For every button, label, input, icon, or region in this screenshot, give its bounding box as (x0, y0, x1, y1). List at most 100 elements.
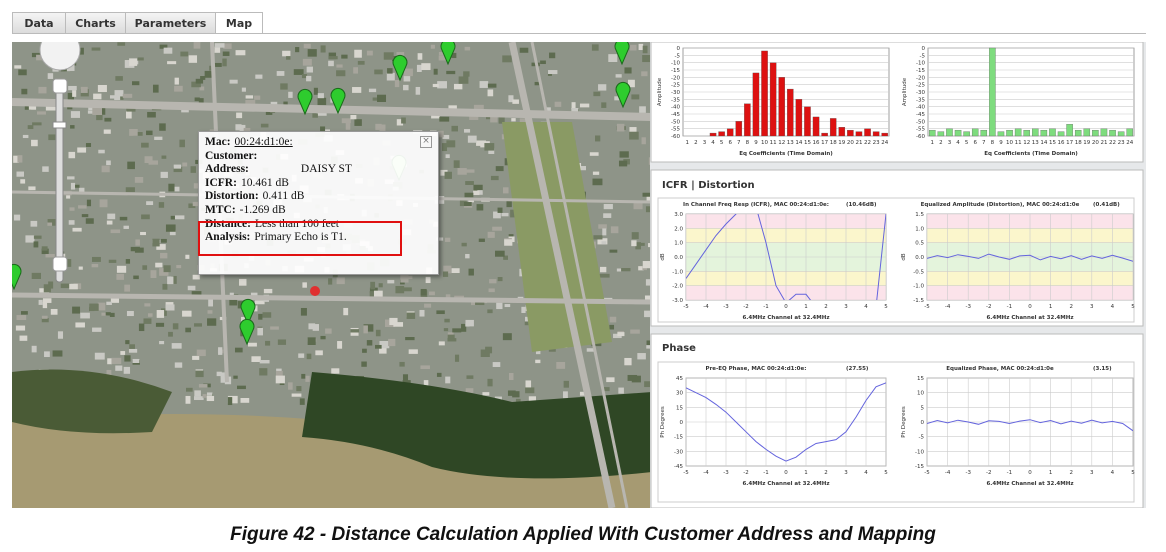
chart-panel: ICFR | DistortionPhase0-5-10-15-20-25-30… (650, 42, 1146, 508)
line (686, 214, 886, 300)
house (504, 239, 513, 246)
house (621, 268, 631, 272)
house (110, 296, 120, 303)
house (425, 276, 431, 284)
house (325, 328, 332, 334)
house (241, 87, 246, 92)
zoom-button[interactable] (52, 256, 68, 272)
y-tick-label: 2.0 (674, 226, 683, 232)
house (19, 335, 28, 341)
house (459, 199, 467, 207)
house (239, 278, 247, 286)
map-marker[interactable] (440, 42, 456, 66)
house (147, 111, 156, 118)
zoom-button[interactable] (52, 78, 68, 94)
house (593, 91, 601, 97)
y-tick-label: 15 (917, 376, 924, 382)
field-value[interactable]: 00:24:d1:0e: (234, 136, 293, 148)
map-marker[interactable] (330, 87, 346, 115)
house (488, 288, 495, 293)
chart-title: Pre-EQ Phase, MAC 00:24:d1:0e: (706, 366, 807, 372)
house (502, 187, 509, 194)
x-tick-label: 21 (855, 140, 862, 146)
map[interactable] (12, 42, 652, 508)
map-marker[interactable] (297, 88, 313, 116)
x-tick-label: -3 (965, 470, 971, 476)
bar (769, 62, 777, 137)
house (300, 307, 307, 316)
house (137, 57, 144, 61)
map-marker[interactable] (615, 81, 631, 109)
house (227, 395, 238, 404)
tab[interactable]: Data (12, 12, 66, 33)
house (320, 335, 326, 340)
house (403, 75, 411, 82)
x-tick-label: 3 (1090, 304, 1094, 310)
y-tick-label: 0 (922, 46, 926, 52)
bar (726, 128, 734, 137)
map-marker[interactable] (240, 298, 256, 326)
y-tick-label: -0.5 (913, 269, 924, 275)
house (190, 166, 196, 173)
house (306, 353, 312, 360)
field-value: Less than 100 feet (255, 217, 339, 230)
x-tick-label: 18 (1075, 140, 1082, 146)
house (165, 224, 176, 232)
house (291, 393, 302, 397)
house (276, 71, 285, 76)
house (275, 375, 285, 384)
house (235, 124, 242, 131)
tab[interactable]: Charts (65, 12, 126, 33)
house (438, 341, 445, 346)
house (379, 340, 390, 349)
house (276, 368, 282, 374)
house (295, 47, 300, 53)
map-marker[interactable] (392, 54, 408, 82)
x-tick-label: 14 (1040, 140, 1047, 146)
bar (1092, 129, 1099, 137)
house (41, 246, 48, 251)
bar (838, 127, 846, 137)
house (473, 190, 480, 196)
chart: 3.0 2.0 1.0 0.0 -1.0 -2.0 -3.0 dB 6.4MHz Channel… (660, 202, 888, 321)
x-tick-label: 7 (737, 140, 741, 146)
house (270, 101, 278, 106)
house (280, 83, 288, 90)
house (646, 195, 652, 202)
house (394, 80, 400, 88)
house (446, 70, 456, 75)
house (47, 219, 57, 226)
house (93, 93, 102, 100)
map-marker[interactable] (12, 263, 22, 291)
house (114, 90, 124, 97)
house (259, 359, 270, 364)
map-marker[interactable] (614, 42, 630, 66)
house (259, 368, 268, 376)
map-marker[interactable] (239, 318, 255, 346)
house (461, 323, 467, 332)
house (482, 392, 490, 396)
house (396, 52, 405, 56)
house (144, 156, 153, 164)
y-tick-label: 3.0 (674, 212, 683, 218)
house (75, 322, 85, 328)
house (328, 278, 333, 285)
house (67, 92, 74, 101)
house (69, 283, 78, 290)
house (180, 51, 189, 57)
house (608, 54, 618, 63)
x-tick-label: -1 (1007, 304, 1012, 310)
zoom-slider (55, 81, 64, 283)
house (603, 213, 612, 218)
house (458, 76, 469, 84)
house (468, 199, 474, 203)
tab[interactable]: Map (215, 12, 263, 34)
house (473, 104, 484, 113)
house (644, 310, 652, 318)
close-button[interactable]: × (420, 136, 432, 148)
tab[interactable]: Parameters (125, 12, 216, 33)
field-value: 10.461 dB (240, 176, 289, 189)
popup-row: Analysis: Primary Echo is T1. (205, 231, 347, 243)
house (487, 309, 493, 314)
